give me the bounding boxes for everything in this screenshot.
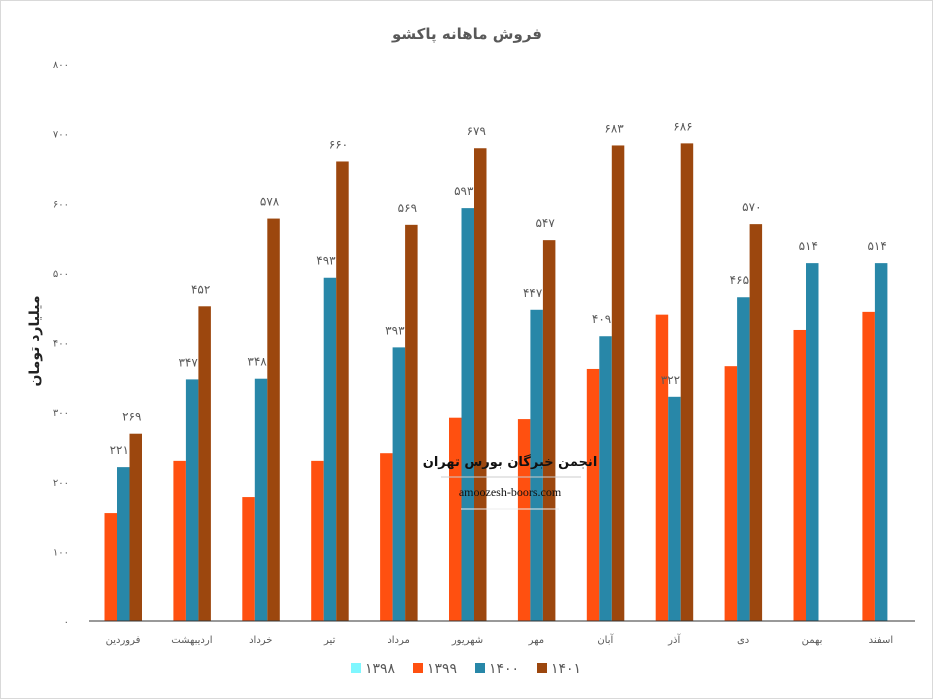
data-label-1400: ۴۰۹ [592, 312, 611, 326]
chart-title: فروش ماهانه پاکشو [391, 25, 542, 44]
data-label-1401: ۲۶۹ [122, 410, 141, 424]
x-tick-label: بهمن [802, 635, 823, 646]
data-label-1400: ۳۲۲ [661, 373, 680, 387]
legend-swatch-1400 [475, 663, 485, 673]
data-label-1400: ۵۹۳ [454, 184, 474, 198]
bar-1401 [129, 433, 142, 621]
data-label-1401: ۵۷۰ [742, 200, 761, 214]
data-label-1400: ۴۹۳ [316, 254, 336, 268]
legend-label-1399: ۱۳۹۹ [427, 661, 457, 677]
data-label-1401: ۶۸۶ [673, 119, 692, 133]
bar-1399 [586, 368, 600, 621]
bar-1401 [611, 145, 625, 621]
x-tick-label: مهر [528, 635, 544, 646]
bar-1401 [267, 218, 280, 621]
watermark-url: amoozesh-boors.com [459, 485, 562, 499]
data-label-1401: ۵۷۸ [260, 195, 280, 209]
bar-1400 [806, 263, 819, 621]
bar-1401 [198, 306, 211, 621]
data-label-1401: ۴۵۲ [191, 282, 210, 296]
x-tick-label: مرداد [387, 635, 410, 646]
bar-1399 [862, 311, 875, 621]
bar-1400 [599, 336, 612, 621]
legend-swatch-1399 [413, 663, 423, 673]
bar-1400 [668, 396, 681, 621]
bar-1399 [104, 513, 117, 621]
legend-label-1400: ۱۴۰۰ [489, 661, 519, 677]
legend-swatch-1398 [351, 663, 361, 673]
data-label-1400: ۴۶۵ [730, 273, 749, 287]
data-label-1401: ۵۶۹ [398, 201, 417, 215]
data-label-1400: ۳۴۷ [178, 355, 198, 369]
y-tick-label: ۶۰۰ [53, 199, 69, 210]
bar-1400 [874, 263, 888, 621]
legend-swatch-1401 [537, 663, 547, 673]
x-tick-label: خرداد [249, 635, 272, 646]
data-label-1400: ۳۴۸ [247, 355, 267, 369]
y-axis-label: میلیارد تومان [27, 295, 43, 386]
bar-1401 [680, 143, 694, 621]
y-tick-label: ۰ [64, 617, 69, 628]
bar-1399 [724, 366, 738, 621]
data-label-1401: ۶۶۰ [329, 137, 348, 151]
bar-1401 [474, 148, 487, 621]
x-tick-label: آبان [597, 633, 614, 646]
bar-1400 [117, 467, 130, 621]
bar-1400 [392, 347, 406, 621]
bar-1399 [311, 460, 324, 621]
y-tick-label: ۷۰۰ [53, 130, 69, 141]
y-tick-label: ۳۰۰ [53, 408, 69, 419]
bar-1401 [405, 224, 418, 622]
data-label-1400: ۴۴۷ [523, 286, 543, 300]
data-label-1400: ۵۱۴ [867, 239, 886, 253]
x-tick-label: شهریور [451, 635, 483, 646]
x-tick-label: فروردین [106, 635, 141, 646]
bar-1401 [542, 240, 556, 621]
bar-1400 [530, 309, 543, 621]
bar-1399 [242, 497, 255, 621]
bar-1401 [336, 161, 349, 621]
y-tick-label: ۲۰۰ [53, 478, 69, 489]
y-tick-label: ۴۰۰ [53, 339, 69, 350]
y-tick-label: ۵۰۰ [53, 269, 69, 280]
data-label-1400: ۳۹۳ [385, 323, 405, 337]
y-tick-label: ۱۰۰ [53, 547, 69, 558]
bar-1399 [655, 314, 669, 621]
x-tick-label: اسفند [869, 635, 893, 646]
bar-1399 [173, 460, 186, 621]
bar-1400 [323, 277, 337, 621]
bar-1400 [254, 378, 268, 621]
x-tick-label: اردیبهشت [171, 635, 212, 646]
data-label-1401: ۵۴۷ [535, 216, 555, 230]
x-tick-label: دی [737, 635, 749, 646]
watermark-title: انجمن خبرگان بورس تهران [423, 454, 598, 470]
bar-1400 [185, 379, 199, 621]
bar-1400 [461, 208, 474, 621]
bar-1399 [449, 417, 462, 621]
data-label-1400: ۲۲۱ [110, 443, 129, 457]
legend-label-1398: ۱۳۹۸ [365, 661, 396, 677]
y-tick-label: ۸۰۰ [53, 60, 69, 71]
bar-1400 [737, 297, 750, 621]
bar-1399 [517, 419, 531, 621]
data-label-1401: ۶۷۹ [467, 124, 486, 138]
x-tick-label: آذر [667, 633, 681, 646]
data-label-1401: ۶۸۳ [604, 121, 624, 135]
data-label-1400: ۵۱۴ [799, 239, 818, 253]
x-tick-label: تیر [323, 635, 336, 646]
bar-1399 [380, 453, 393, 621]
legend-label-1401: ۱۴۰۱ [551, 661, 581, 677]
bar-1399 [793, 329, 806, 621]
bar-1401 [749, 224, 763, 621]
